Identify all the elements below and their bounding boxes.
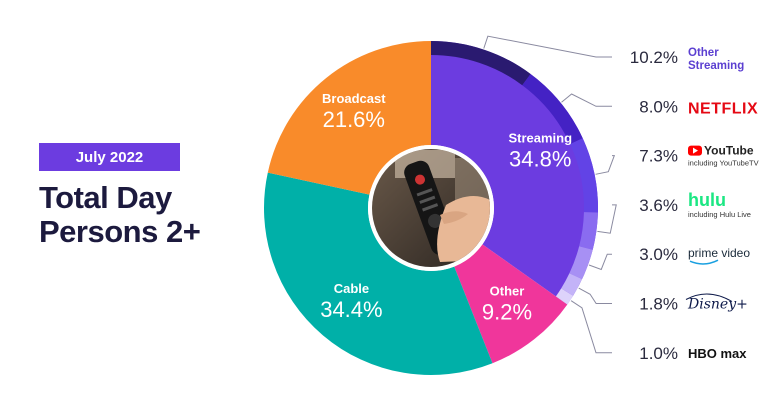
service-value-hulu: 3.6% [639, 196, 678, 215]
prime-video-logo: prime video [688, 246, 750, 260]
brand-subtext: including YouTubeTV [688, 159, 759, 168]
chart-title: Total Day Persons 2+ [39, 180, 201, 249]
sub-slice-other-streaming [431, 41, 531, 86]
connector-other-streaming [483, 35, 612, 58]
brand-prime-video: prime video [688, 246, 750, 265]
netflix-logo: NETFLIX [688, 100, 758, 117]
slice-label-other: Other [490, 284, 525, 299]
connector-lines [483, 35, 617, 354]
slice-value-other: 9.2% [482, 300, 532, 325]
date-badge: July 2022 [39, 143, 180, 171]
service-value-youtube: 7.3% [639, 147, 678, 166]
disney-plus-logo: Disney+ [687, 297, 748, 313]
slice-label-streaming: Streaming [508, 130, 572, 145]
hulu-logo: hulu [688, 190, 726, 210]
connector-netflix [561, 93, 612, 107]
service-value-disney-: 1.8% [639, 295, 678, 314]
slice-label-cable: Cable [334, 281, 369, 296]
slice-other [454, 244, 568, 364]
brand-hbo-max: HBO max [688, 346, 747, 361]
disney-arc-icon [685, 293, 733, 302]
service-value-other-streaming: 10.2% [630, 48, 678, 67]
prime-smile-icon [689, 259, 719, 265]
sub-slice-disney- [561, 273, 583, 296]
connector-prime-video [588, 253, 612, 271]
brand-line-2: Streaming [688, 60, 744, 72]
title-line-1: Total Day [39, 180, 172, 215]
service-value-netflix: 8.0% [639, 97, 678, 116]
slice-label-broadcast: Broadcast [322, 91, 386, 106]
sub-slice-prime-video [569, 246, 593, 280]
hbo-max-logo: HBO max [688, 346, 747, 361]
service-value-hbo-max: 1.0% [639, 344, 678, 363]
sub-slice-hulu [579, 212, 598, 250]
brand-subtext: including Hulu Live [688, 210, 751, 219]
slice-value-broadcast: 21.6% [323, 107, 385, 132]
slice-value-cable: 34.4% [320, 297, 382, 322]
slice-broadcast [267, 41, 431, 195]
connector-disney- [578, 287, 612, 304]
title-line-2: Persons 2+ [39, 214, 201, 249]
donut-ring [264, 41, 599, 375]
connector-hulu [597, 204, 617, 234]
brand-netflix: NETFLIX [688, 100, 758, 117]
play-triangle-icon [693, 147, 698, 154]
slice-value-streaming: 34.8% [509, 146, 571, 171]
service-value-prime-video: 3.0% [639, 245, 678, 264]
connector-hbo-max [570, 300, 612, 354]
slice-cable [264, 172, 493, 375]
sub-slice-youtube [570, 138, 599, 213]
youtube-logo: YouTube [704, 144, 754, 158]
brand-line-1: Other [688, 47, 719, 59]
sub-slice-hbo-max [555, 288, 574, 305]
connector-youtube [595, 155, 616, 175]
sub-slice-netflix [522, 73, 583, 145]
brand-disney-: Disney+ [685, 293, 748, 313]
center-remote-image [368, 145, 494, 271]
